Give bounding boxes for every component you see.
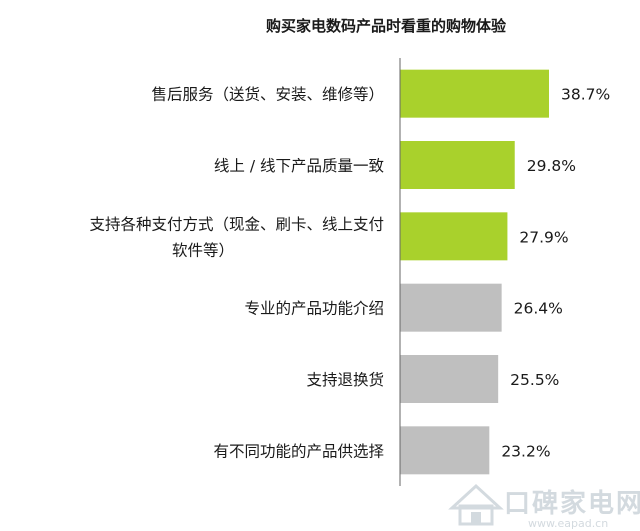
data-label: 29.8% <box>527 157 576 175</box>
watermark: 口碑家电网 www.eapad.cn <box>448 483 640 530</box>
category-label: 软件等） <box>172 241 234 259</box>
house-logo-icon <box>448 483 504 526</box>
category-label: 支持各种支付方式（现金、刷卡、线上支付 <box>89 215 384 233</box>
bar <box>400 69 549 118</box>
watermark-url: www.eapad.cn <box>528 517 608 530</box>
category-label: 支持退换货 <box>306 371 384 389</box>
chart-title: 购买家电数码产品时看重的购物体验 <box>266 17 507 35</box>
bar <box>400 283 502 332</box>
category-label: 售后服务（送货、安装、维修等） <box>151 86 384 104</box>
bar <box>400 426 490 475</box>
bar <box>400 141 515 189</box>
category-label: 专业的产品功能介绍 <box>244 300 384 318</box>
data-label: 38.7% <box>561 86 610 104</box>
data-label: 25.5% <box>510 371 559 389</box>
data-label: 27.9% <box>519 228 568 246</box>
bars-layer: 38.7% 售后服务（送货、安装、维修等） 29.8% 线上 / 线下产品质量一致 27… <box>89 69 610 475</box>
bar <box>400 355 499 403</box>
data-label: 23.2% <box>501 442 550 460</box>
data-label: 26.4% <box>514 300 563 318</box>
category-label: 有不同功能的产品供选择 <box>213 442 384 460</box>
bar <box>400 212 508 261</box>
category-label: 线上 / 线下产品质量一致 <box>214 157 385 175</box>
watermark-text: 口碑家电网 <box>504 488 640 519</box>
